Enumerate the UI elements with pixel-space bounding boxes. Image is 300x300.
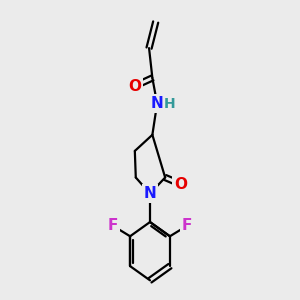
Text: N: N <box>151 96 164 111</box>
Text: N: N <box>144 186 156 201</box>
Text: F: F <box>108 218 118 233</box>
Text: O: O <box>174 177 187 192</box>
Text: F: F <box>182 218 192 233</box>
Text: O: O <box>128 79 141 94</box>
Text: H: H <box>164 97 176 110</box>
